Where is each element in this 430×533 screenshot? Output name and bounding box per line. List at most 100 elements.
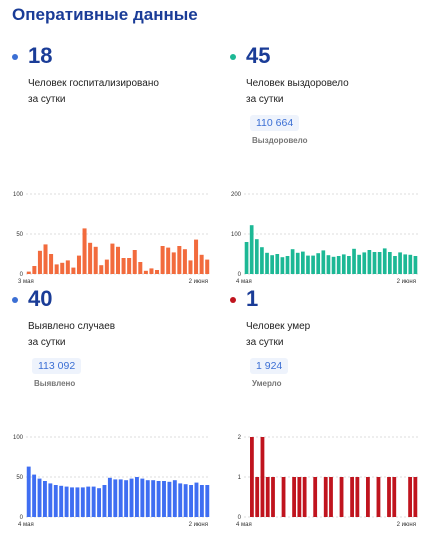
bar: [260, 247, 264, 274]
bar: [104, 259, 109, 274]
detected-chart: 0 50 100 4 мая 2 июня: [13, 435, 210, 528]
bar: [339, 477, 344, 517]
bar: [301, 251, 305, 274]
bar: [271, 477, 275, 517]
y-tick-label: 0: [238, 272, 242, 278]
x-tick-label: 2 июня: [189, 279, 208, 285]
bullet-dot: [12, 54, 18, 60]
bar: [205, 485, 210, 517]
bar: [280, 257, 285, 274]
bar: [285, 256, 290, 274]
bar: [138, 262, 143, 274]
bar: [265, 252, 269, 274]
bar: [113, 479, 118, 517]
bar: [194, 482, 199, 517]
stat-description: Выявлено случаев за сутки: [28, 321, 116, 348]
bar: [48, 483, 53, 517]
y-tick-label: 50: [16, 232, 23, 238]
bar: [382, 248, 387, 274]
deaths-chart: 0 1 2 4 мая 2 июня: [236, 435, 418, 528]
stat-description: Человек умер за сутки: [246, 321, 311, 348]
total-label: Умерло: [252, 379, 282, 388]
bar: [145, 480, 150, 517]
stat-description: Человек госпитализировано за сутки: [28, 78, 159, 105]
panel-recovered: 45 Человек выздоровело за сутки 110 664 …: [230, 42, 430, 285]
bar: [392, 477, 397, 517]
bar: [75, 487, 80, 517]
bar: [49, 254, 54, 274]
y-tick-label: 100: [13, 192, 24, 198]
y-tick-label: 0: [238, 515, 242, 521]
panel-detected: 40 Выявлено случаев за сутки 113 092 Выя…: [12, 285, 217, 528]
bar: [156, 481, 161, 517]
bar: [254, 239, 259, 274]
bullet-dot: [12, 297, 18, 303]
bar: [255, 477, 260, 517]
bar: [59, 485, 64, 517]
y-tick-label: 50: [16, 475, 23, 481]
bar: [290, 249, 295, 274]
bar: [143, 270, 148, 274]
bar: [260, 437, 265, 517]
bar: [331, 256, 336, 274]
bar: [297, 477, 302, 517]
total-value-badge: 110 664: [250, 115, 300, 131]
bar: [341, 254, 346, 274]
bar: [313, 477, 318, 517]
bar: [70, 487, 74, 517]
x-tick-label: 2 июня: [397, 522, 416, 528]
bar: [182, 249, 187, 274]
x-tick-label: 2 июня: [189, 522, 208, 528]
bar: [97, 488, 102, 517]
bar: [171, 252, 176, 274]
bar: [60, 262, 65, 274]
bar: [127, 258, 132, 274]
bar: [275, 254, 280, 274]
bullet-dot: [230, 297, 236, 303]
bar: [329, 477, 333, 517]
bar: [366, 477, 370, 517]
bar: [177, 246, 182, 274]
bar: [292, 477, 296, 517]
bar: [54, 264, 59, 274]
bar: [140, 478, 145, 517]
bar: [43, 244, 48, 274]
total-label: Выздоровело: [252, 136, 308, 145]
bar: [326, 255, 331, 274]
bar: [372, 252, 377, 274]
bar: [403, 254, 408, 274]
y-tick-label: 0: [20, 272, 24, 278]
bar: [110, 243, 115, 274]
bar: [99, 265, 104, 274]
bar: [357, 254, 361, 274]
bar: [134, 477, 139, 517]
bar: [413, 477, 418, 517]
bar: [129, 478, 134, 517]
bar: [118, 479, 123, 517]
bar: [26, 466, 31, 517]
y-tick-label: 0: [20, 515, 24, 521]
bar: [376, 477, 381, 517]
recovered-chart: 0 100 200 4 мая 2 июня: [231, 192, 418, 285]
stat-description: Человек выздоровело за сутки: [246, 78, 349, 105]
total-value-badge: 113 092: [32, 358, 82, 374]
bar: [53, 485, 58, 517]
bar: [82, 228, 87, 274]
hospitalized-chart: 0 50 100 3 мая 2 июня: [13, 192, 210, 285]
bar: [172, 480, 177, 517]
y-tick-label: 100: [13, 435, 24, 441]
x-tick-label: 4 мая: [236, 279, 252, 285]
x-tick-label: 4 мая: [18, 522, 34, 528]
bar: [32, 474, 37, 517]
y-tick-label: 1: [238, 475, 242, 481]
bar: [37, 478, 42, 517]
bar: [162, 481, 166, 517]
bar: [32, 266, 37, 274]
bar: [244, 242, 249, 274]
bar: [393, 256, 397, 274]
bar: [102, 485, 107, 517]
page-title: Оперативные данные: [12, 5, 198, 24]
bar: [270, 255, 274, 274]
bar: [347, 256, 351, 274]
bar: [166, 247, 171, 274]
